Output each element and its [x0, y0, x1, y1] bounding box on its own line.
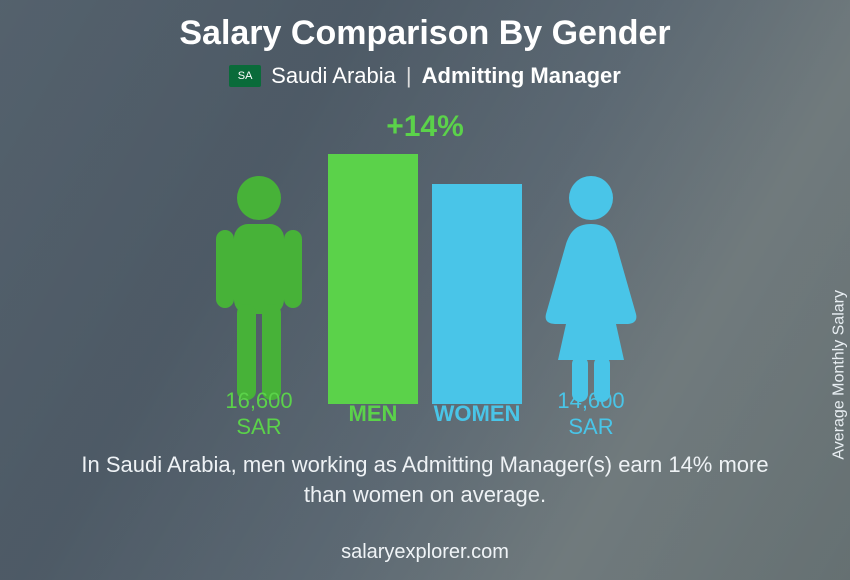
- subtitle-row: SA Saudi Arabia | Admitting Manager: [0, 63, 850, 89]
- women-label: WOMEN: [432, 401, 522, 427]
- bar-men: [328, 154, 418, 404]
- chart-stage: [204, 154, 646, 404]
- male-icon: [204, 174, 314, 404]
- person-female-icon: [536, 174, 646, 404]
- person-male-icon: [204, 174, 314, 404]
- page-title: Salary Comparison By Gender: [0, 0, 850, 53]
- flag-icon: SA: [229, 65, 261, 87]
- women-salary: 14,600 SAR: [536, 388, 646, 440]
- axis-label: Average Monthly Salary: [831, 290, 849, 460]
- country-label: Saudi Arabia: [271, 63, 396, 89]
- bar-women: [432, 184, 522, 404]
- men-label: MEN: [328, 401, 418, 427]
- female-icon: [536, 174, 646, 404]
- percent-difference: +14%: [386, 110, 464, 144]
- footer-source: salaryexplorer.com: [0, 541, 850, 564]
- caption-text: In Saudi Arabia, men working as Admittin…: [60, 450, 790, 509]
- chart-area: +14%: [0, 110, 850, 440]
- men-salary: 16,600 SAR: [204, 388, 314, 440]
- separator: |: [406, 63, 412, 89]
- job-title: Admitting Manager: [422, 63, 621, 89]
- labels-row: 16,600 SAR MEN WOMEN 14,600 SAR: [0, 388, 850, 440]
- infographic-root: Salary Comparison By Gender SA Saudi Ara…: [0, 0, 850, 580]
